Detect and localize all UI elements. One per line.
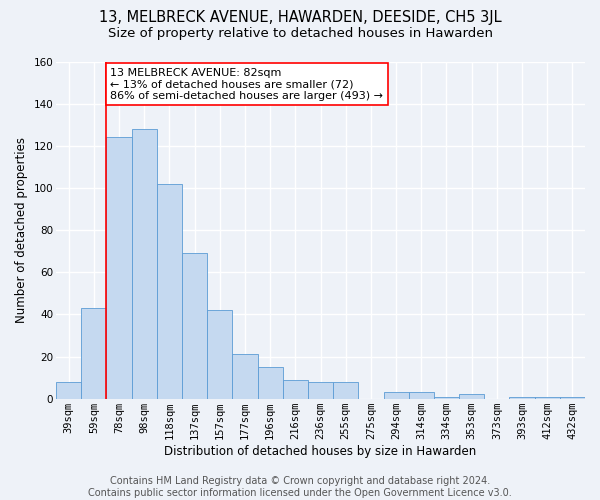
Bar: [131, 129, 157, 398]
Text: 13 MELBRECK AVENUE: 82sqm
← 13% of detached houses are smaller (72)
86% of semi-: 13 MELBRECK AVENUE: 82sqm ← 13% of detac…: [110, 68, 383, 101]
Bar: [308, 382, 333, 398]
Text: Contains HM Land Registry data © Crown copyright and database right 2024.
Contai: Contains HM Land Registry data © Crown c…: [88, 476, 512, 498]
Bar: [383, 392, 409, 398]
Text: 13, MELBRECK AVENUE, HAWARDEN, DEESIDE, CH5 3JL: 13, MELBRECK AVENUE, HAWARDEN, DEESIDE, …: [98, 10, 502, 25]
Bar: [535, 396, 560, 398]
Bar: [182, 254, 207, 398]
Bar: [283, 380, 308, 398]
Bar: [560, 396, 585, 398]
Bar: [409, 392, 434, 398]
Bar: [459, 394, 484, 398]
Bar: [232, 354, 257, 399]
Text: Size of property relative to detached houses in Hawarden: Size of property relative to detached ho…: [107, 28, 493, 40]
Bar: [157, 184, 182, 398]
Y-axis label: Number of detached properties: Number of detached properties: [15, 137, 28, 323]
Bar: [257, 367, 283, 398]
Bar: [207, 310, 232, 398]
Bar: [56, 382, 81, 398]
Bar: [106, 138, 131, 398]
X-axis label: Distribution of detached houses by size in Hawarden: Distribution of detached houses by size …: [164, 444, 476, 458]
Bar: [81, 308, 106, 398]
Bar: [434, 396, 459, 398]
Bar: [509, 396, 535, 398]
Bar: [333, 382, 358, 398]
